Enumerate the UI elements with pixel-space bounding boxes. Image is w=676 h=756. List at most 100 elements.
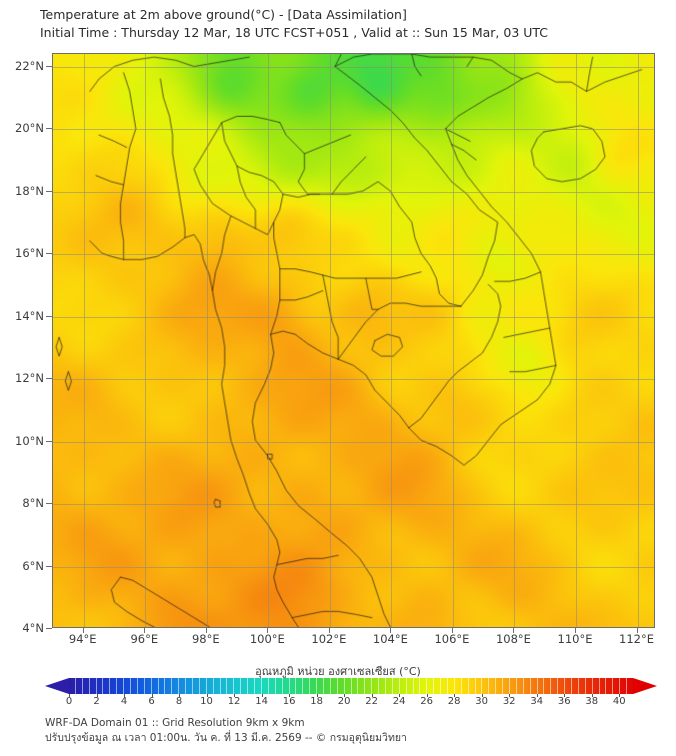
colorbar-cell — [283, 678, 290, 694]
y-axis-tick-mark — [46, 253, 52, 254]
colorbar-tick-label: 28 — [447, 696, 461, 707]
x-axis-tick-mark — [636, 628, 638, 633]
x-axis-tick-label: 106°E — [434, 632, 470, 646]
colorbar-cell — [290, 678, 297, 694]
colorbar-tick-label: 34 — [530, 696, 544, 707]
gridline-vertical — [206, 54, 208, 627]
colorbar-cell — [303, 678, 311, 694]
colorbar-cell — [352, 678, 359, 694]
colorbar-cell — [324, 678, 331, 694]
colorbar-cell — [400, 678, 407, 694]
colorbar-cell — [476, 678, 483, 694]
gridline-vertical — [576, 54, 577, 627]
page-title: Temperature at 2m above ground(°C) - [Da… — [40, 7, 407, 22]
colorbar-cell — [172, 678, 180, 694]
y-axis-tick-mark — [46, 65, 52, 67]
colorbar-cell — [365, 678, 373, 694]
x-axis-tick-label: 96°E — [130, 632, 159, 646]
chart-subtitle: Initial Time : Thursday 12 Mar, 18 UTC F… — [40, 25, 549, 40]
colorbar-tick-mark — [454, 694, 456, 697]
colorbar-tick-label: 26 — [420, 696, 434, 707]
y-axis-tick-label: 14°N — [15, 308, 44, 323]
colorbar-tick-label: 40 — [612, 696, 626, 707]
gridline-horizontal — [53, 504, 654, 505]
map-plot-area[interactable] — [52, 53, 655, 628]
colorbar-cell — [103, 678, 111, 694]
chart-title-block: Temperature at 2m above ground(°C) - [Da… — [40, 6, 660, 42]
y-axis-tick-label: 16°N — [15, 246, 44, 260]
colorbar: อุณหภูมิ หน่วย องศาเซลเซียส (°C) 0 2 4 6 8 10… — [0, 662, 676, 710]
x-axis-tick-label: 94°E — [68, 632, 97, 646]
y-axis-tick-label: 4°N — [22, 621, 44, 635]
colorbar-scale[interactable] — [69, 678, 633, 694]
footer-update-info: ปรับปรุงข้อมูล ณ เวลา 01:00น. วัน ค. ที่… — [45, 732, 407, 744]
y-axis-tick-mark — [46, 440, 52, 442]
colorbar-cell — [544, 678, 552, 694]
x-axis-tick-mark — [575, 628, 576, 633]
colorbar-cell — [131, 678, 138, 694]
y-axis-tick-mark — [46, 503, 52, 504]
colorbar-tick-mark — [179, 694, 181, 697]
y-axis-tick-label: 22°N — [15, 58, 44, 73]
colorbar-tick-mark — [481, 694, 483, 697]
colorbar-tick-label: 30 — [475, 696, 489, 707]
x-axis-tick-mark — [82, 628, 84, 633]
colorbar-cell — [124, 678, 132, 694]
colorbar-cell — [420, 678, 428, 694]
colorbar-cell — [551, 678, 559, 694]
colorbar-cell — [221, 678, 228, 694]
colorbar-cell — [159, 678, 166, 694]
colorbar-cell — [179, 678, 187, 694]
colorbar-cell — [441, 678, 448, 694]
colorbar-cell — [593, 678, 600, 694]
y-axis-tick-mark — [46, 628, 52, 629]
colorbar-cell — [296, 678, 304, 694]
colorbar-cell — [620, 678, 628, 694]
colorbar-cell — [489, 678, 497, 694]
colorbar-cell — [393, 678, 400, 694]
colorbar-cell — [97, 678, 104, 694]
colorbar-tick-label: 32 — [502, 696, 516, 707]
x-axis-tick-label: 98°E — [191, 632, 220, 646]
gridline-horizontal — [53, 316, 654, 318]
y-axis-tick-label: 12°N — [15, 371, 44, 385]
colorbar-tick-label: 0 — [65, 696, 73, 707]
gridline-vertical — [637, 54, 639, 627]
colorbar-cell — [462, 678, 469, 694]
gridline-vertical — [145, 54, 147, 627]
colorbar-tick-mark — [234, 694, 236, 697]
colorbar-cell — [386, 678, 393, 694]
colorbar-tick-mark — [124, 694, 126, 697]
colorbar-cell — [524, 678, 531, 694]
colorbar-cell — [531, 678, 538, 694]
gridline-horizontal — [53, 66, 654, 68]
colorbar-cell — [434, 678, 442, 694]
colorbar-tick-label: 20 — [337, 696, 351, 707]
colorbar-cell — [558, 678, 566, 694]
colorbar-cell — [317, 678, 324, 694]
gridline-vertical — [452, 54, 454, 627]
colorbar-cell — [152, 678, 159, 694]
colorbar-cell — [186, 678, 194, 694]
colorbar-cell — [572, 678, 579, 694]
colorbar-tick-mark — [564, 694, 566, 697]
colorbar-tick-mark — [261, 694, 263, 697]
gridline-horizontal — [53, 441, 654, 443]
colorbar-tick-mark — [151, 694, 153, 697]
colorbar-cell — [455, 678, 462, 694]
colorbar-cell — [510, 678, 517, 694]
colorbar-cell — [83, 678, 90, 694]
colorbar-cell — [276, 678, 283, 694]
x-axis-tick-mark — [451, 628, 453, 633]
colorbar-cell — [565, 678, 573, 694]
y-axis-tick-label: 10°N — [15, 433, 44, 448]
colorbar-tick-label: 18 — [310, 696, 323, 707]
colorbar-tick-mark — [591, 694, 593, 697]
colorbar-cells — [69, 678, 633, 694]
colorbar-cell — [613, 678, 621, 694]
colorbar-cell — [496, 678, 504, 694]
gridline-horizontal — [53, 129, 654, 130]
x-axis-tick-mark — [267, 628, 269, 633]
colorbar-cell — [469, 678, 476, 694]
